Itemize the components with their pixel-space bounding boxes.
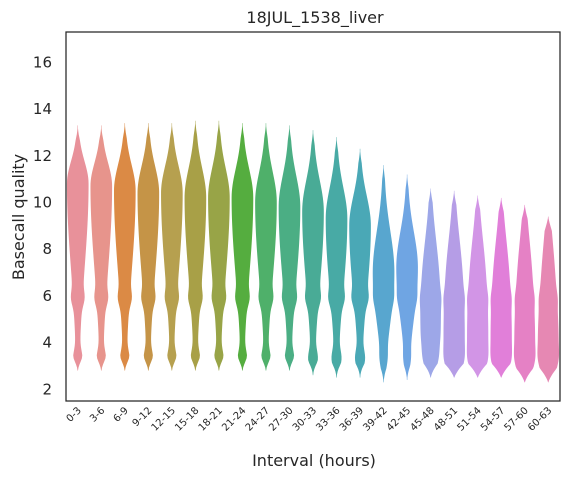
violin-15-18: [184, 120, 207, 371]
violin-12-15: [161, 123, 183, 371]
x-tick-label: 36-39: [338, 405, 366, 433]
violin-group: [66, 120, 560, 383]
x-tick-label: 54-57: [479, 405, 507, 433]
violin-54-57: [490, 197, 513, 378]
violin-9-12: [137, 123, 160, 371]
x-tick-label: 60-63: [526, 405, 554, 433]
y-tick-labels: 2 4 6 8 10 12 14 16: [33, 53, 52, 398]
x-tick-label: 39-42: [361, 405, 389, 433]
x-tick-label: 27-30: [267, 405, 295, 433]
violin-60-63: [537, 216, 560, 383]
violin-6-9: [113, 123, 136, 371]
x-tick-label: 15-18: [173, 405, 201, 433]
y-tick-label: 4: [42, 334, 52, 352]
y-tick-label: 12: [33, 147, 52, 165]
violin-21-24: [231, 123, 254, 371]
violin-24-27: [255, 123, 277, 371]
x-tick-label: 48-51: [432, 405, 460, 433]
violin-27-30: [278, 125, 301, 371]
violin-51-54: [466, 195, 489, 378]
violin-3-6: [90, 125, 113, 371]
x-tick-label: 3-6: [88, 405, 107, 424]
x-tick-label: 24-27: [244, 405, 272, 433]
x-tick-label: 18-21: [197, 405, 225, 433]
violin-39-42: [372, 165, 395, 383]
y-tick-label: 14: [33, 100, 52, 118]
y-axis-label: Basecall quality: [9, 154, 28, 280]
violin-36-39: [349, 148, 371, 378]
x-tick-labels: 0-3 3-6 6-9 9-1212-1515-1818-2121-2424-2727…: [65, 405, 555, 433]
x-tick-label: 21-24: [220, 405, 248, 433]
violin-0-3: [66, 125, 89, 371]
y-tick-label: 10: [33, 193, 52, 211]
x-tick-label: 42-45: [385, 405, 413, 433]
plot-frame: [65, 31, 561, 402]
x-tick-label: 33-36: [314, 405, 342, 433]
y-tick-label: 6: [42, 287, 52, 305]
x-tick-label: 0-3: [65, 405, 84, 424]
chart-title: 18JUL_1538_liver: [246, 8, 384, 28]
y-tick-label: 2: [42, 380, 52, 398]
violin-48-51: [443, 190, 465, 378]
y-tick-label: 16: [33, 53, 52, 71]
violin-30-33: [302, 130, 324, 376]
x-tick-label: 51-54: [455, 405, 483, 433]
x-tick-label: 30-33: [291, 405, 319, 433]
violin-45-48: [419, 188, 442, 378]
x-axis-label: Interval (hours): [252, 451, 376, 470]
x-tick-label: 45-48: [408, 405, 436, 433]
violin-42-45: [396, 174, 418, 380]
y-tick-label: 8: [42, 240, 52, 258]
violin-57-60: [513, 204, 536, 383]
x-tick-label: 57-60: [503, 405, 531, 433]
x-tick-label: 12-15: [150, 405, 178, 433]
violin-33-36: [325, 137, 348, 378]
violin-18-21: [208, 120, 230, 371]
x-tick-label: 6-9: [112, 405, 131, 424]
